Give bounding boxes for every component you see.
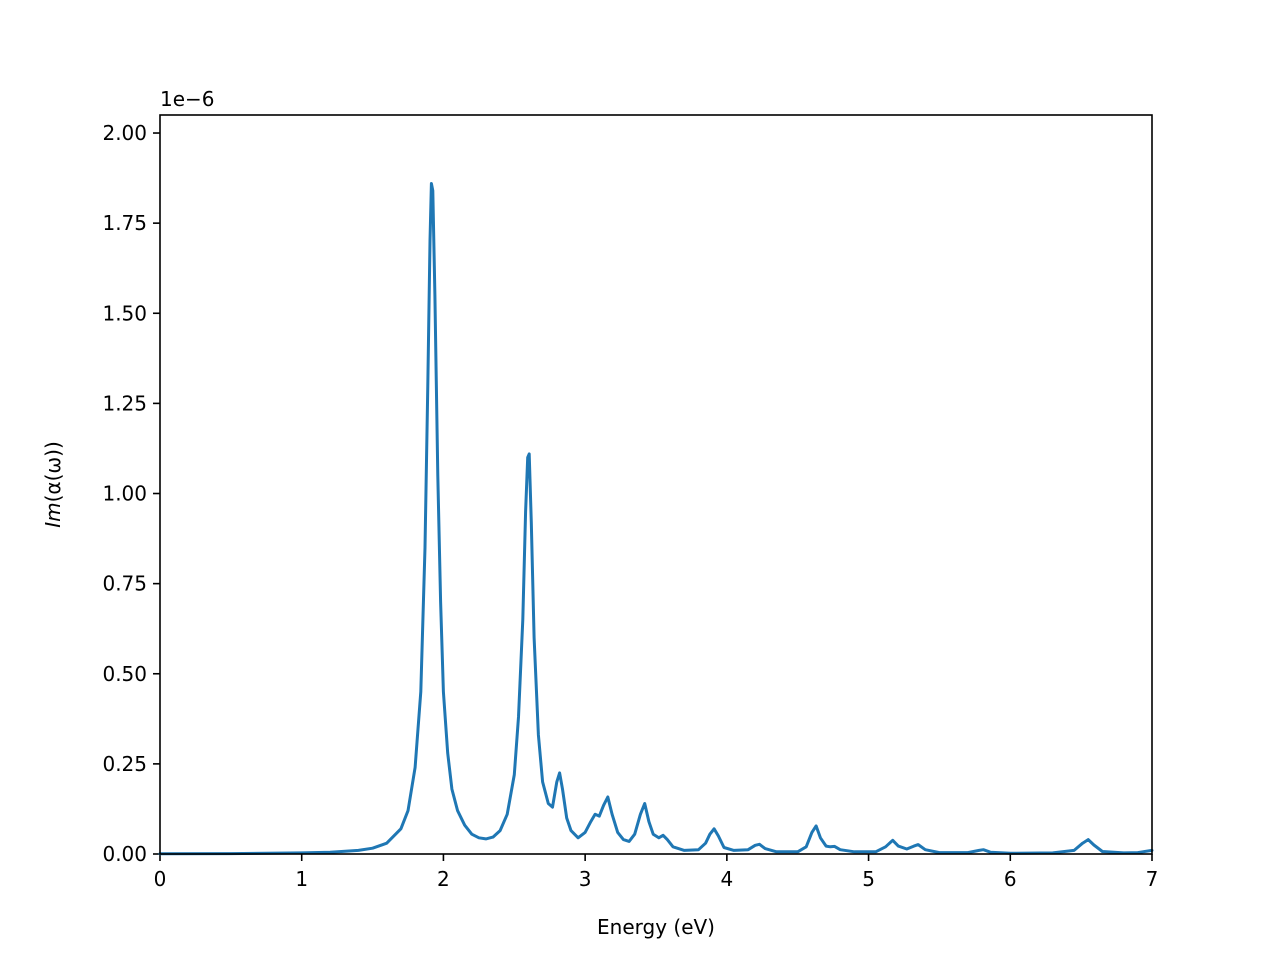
y-axis-label-italic: Im	[41, 502, 65, 527]
x-tick-label: 6	[1004, 867, 1017, 891]
y-tick-label: 1.25	[102, 391, 147, 415]
x-tick-label: 4	[720, 867, 733, 891]
x-tick-label: 1	[295, 867, 308, 891]
y-tick-label: 1.00	[102, 482, 147, 506]
y-tick-label: 1.75	[102, 211, 147, 235]
x-axis-label: Energy (eV)	[597, 915, 715, 939]
y-tick-label: 0.75	[102, 572, 147, 596]
y-axis-label: Im(α(ω))	[41, 441, 65, 528]
plot-frame	[159, 114, 1153, 855]
y-tick-label: 0.25	[102, 752, 147, 776]
y-axis-ticks: 0.00 0.25 0.50 0.75 1.00 1.25 1.50 1.75 2.00	[102, 121, 160, 866]
offset-label: 1e−6	[160, 87, 215, 111]
y-tick-label: 0.00	[102, 842, 147, 866]
x-tick-label: 7	[1146, 867, 1159, 891]
series-line	[158, 182, 1154, 856]
x-tick-label: 5	[862, 867, 875, 891]
y-tick-label: 1.50	[102, 301, 147, 325]
x-tick-label: 2	[437, 867, 450, 891]
y-axis-label-rest: (α(ω))	[41, 441, 65, 502]
y-tick-label: 2.00	[102, 121, 147, 145]
x-tick-label: 3	[579, 867, 592, 891]
x-tick-label: 0	[154, 867, 167, 891]
y-tick-label: 0.50	[102, 662, 147, 686]
x-axis-ticks: 0 1 2 3 4 5 6 7	[154, 854, 1159, 891]
